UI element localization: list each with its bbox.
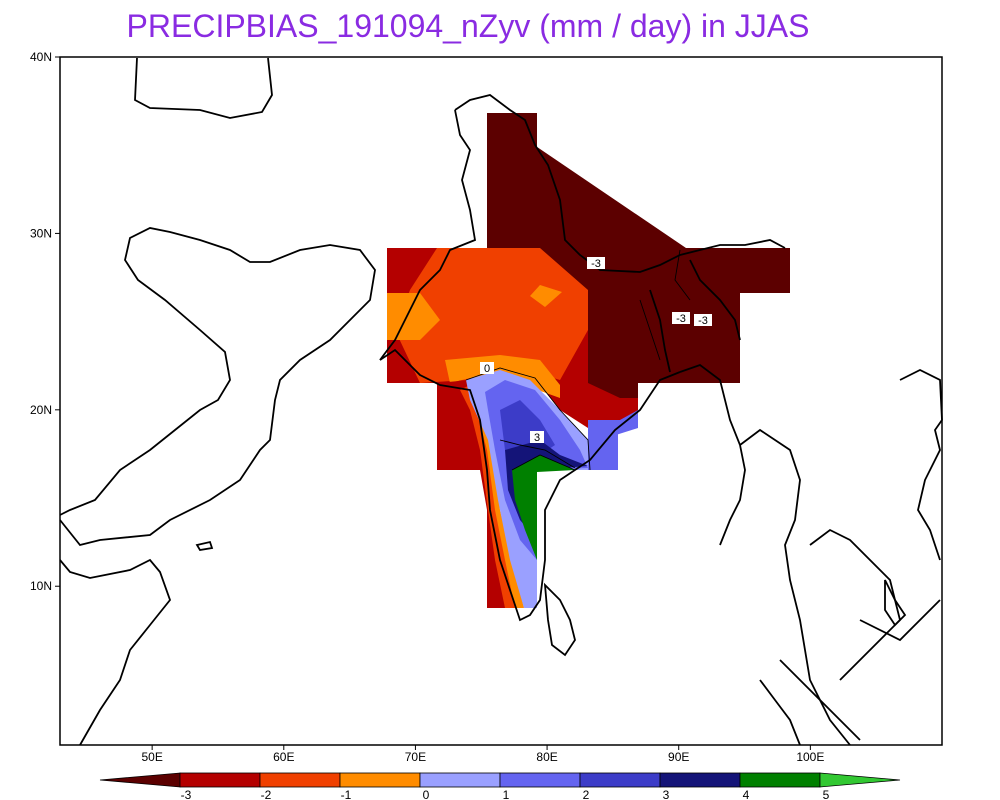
lon-tick-label: 90E: [668, 750, 689, 764]
lon-tick-label: 50E: [141, 750, 162, 764]
colorbar-swatch: [419, 772, 501, 788]
colorbar-swatch: [499, 772, 581, 788]
longitude-axis: 50E 60E 70E 80E 90E 100E: [141, 745, 824, 764]
map-title: PRECIPBIAS_191094_nZyv (mm / day) in JJA…: [126, 8, 810, 44]
coastlines: [59, 57, 943, 746]
contour-label: -3: [676, 313, 686, 325]
colorbar-label: -3: [181, 788, 192, 800]
contour-lines: [465, 249, 691, 471]
bias-field: [387, 113, 790, 608]
colorbar-high-arrow: [819, 772, 901, 788]
lon-tick-label: 70E: [405, 750, 426, 764]
colorbar-swatch: [259, 772, 341, 788]
colorbar-label: -1: [341, 788, 352, 800]
colorbar-label: 1: [503, 788, 510, 800]
contour-labels: 0 3 -3 -3 -3: [480, 257, 712, 444]
colorbar-swatch: [339, 772, 421, 788]
colorbar-swatch: [739, 772, 821, 788]
colorbar-swatch: [579, 772, 661, 788]
colorbar-legend: -3 -2 -1 0 1 2 3 4 5: [99, 772, 901, 800]
colorbar-label: 3: [663, 788, 670, 800]
lat-tick-label: 30N: [30, 226, 52, 240]
lat-tick-label: 40N: [30, 50, 52, 64]
contour-label: 3: [534, 432, 540, 444]
lat-tick-label: 20N: [30, 403, 52, 417]
map-frame: [59, 56, 943, 746]
colorbar-label: 0: [423, 788, 430, 800]
colorbar-low-arrow: [99, 772, 181, 788]
lat-tick-label: 10N: [30, 579, 52, 593]
colorbar-swatch: [179, 772, 261, 788]
colorbar-swatch: [659, 772, 741, 788]
lon-tick-label: 80E: [536, 750, 557, 764]
contour-label: -3: [591, 258, 601, 270]
lon-tick-label: 60E: [273, 750, 294, 764]
colorbar-label: 2: [583, 788, 590, 800]
colorbar-label: 5: [823, 788, 830, 800]
colorbar-label: -2: [261, 788, 272, 800]
colorbar-label: 4: [743, 788, 750, 800]
contour-label: -3: [698, 315, 708, 327]
lon-tick-label: 100E: [796, 750, 824, 764]
latitude-axis: 10N 20N 30N 40N: [30, 50, 60, 593]
contour-label: 0: [484, 363, 490, 375]
